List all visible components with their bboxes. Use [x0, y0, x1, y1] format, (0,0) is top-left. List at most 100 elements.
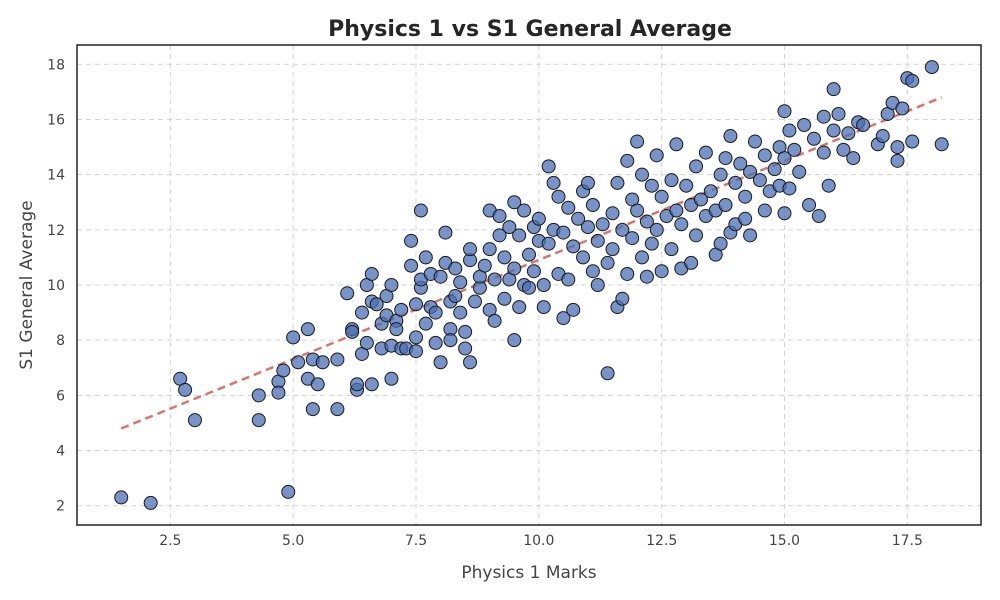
data-point: [605, 242, 620, 257]
data-point: [684, 255, 699, 270]
data-point: [492, 228, 507, 243]
data-point: [654, 264, 669, 279]
data-point: [605, 206, 620, 221]
data-point: [286, 330, 301, 345]
data-point: [674, 217, 689, 232]
data-point: [487, 272, 502, 287]
data-point: [178, 382, 193, 397]
data-point: [821, 178, 836, 193]
data-point: [585, 198, 600, 212]
data-point: [409, 297, 423, 312]
data-point: [143, 495, 158, 510]
x-tick-label: 5.0: [282, 533, 304, 549]
data-point: [418, 250, 433, 265]
data-point: [276, 363, 291, 378]
y-axis-label: S1 General Average: [17, 200, 37, 369]
data-point: [315, 355, 330, 370]
data-point: [895, 101, 910, 116]
x-axis-label: Physics 1 Marks: [461, 563, 596, 583]
data-point: [497, 291, 512, 306]
data-point: [556, 225, 571, 240]
y-tick-label: 16: [47, 112, 65, 128]
data-point: [448, 289, 463, 304]
data-point: [404, 258, 419, 273]
data-point: [669, 203, 684, 218]
data-point: [571, 211, 586, 226]
data-point: [875, 129, 890, 144]
data-point: [782, 123, 797, 138]
data-point: [787, 142, 802, 157]
y-tick-label: 2: [56, 499, 65, 515]
data-point: [826, 82, 841, 97]
data-point: [364, 266, 379, 281]
data-point: [497, 250, 512, 265]
x-tick-label: 17.5: [892, 533, 923, 549]
data-point: [467, 294, 482, 309]
x-tick-label: 12.5: [646, 533, 677, 549]
data-point: [291, 355, 306, 370]
data-point: [698, 145, 713, 160]
data-point: [566, 239, 581, 254]
chart-title: Physics 1 vs S1 General Average: [328, 17, 732, 42]
data-point: [728, 175, 743, 190]
data-point: [566, 302, 581, 317]
data-point: [649, 148, 664, 163]
data-point: [615, 222, 630, 237]
data-point: [792, 164, 807, 179]
data-point: [580, 220, 595, 235]
data-point: [905, 73, 920, 88]
data-point: [458, 341, 473, 356]
data-point: [620, 153, 635, 168]
data-point: [433, 355, 448, 370]
data-point: [187, 413, 202, 428]
data-point: [526, 264, 541, 279]
data-point: [777, 151, 792, 166]
data-point: [531, 211, 546, 226]
x-axis-ticks: 2.5 5.0 7.5 10.0 12.5 15.0 17.5: [159, 533, 923, 549]
data-point: [713, 167, 728, 182]
data-point: [600, 366, 615, 381]
data-point: [354, 305, 369, 320]
data-point: [477, 258, 492, 273]
data-point: [428, 305, 443, 320]
y-tick-label: 10: [47, 278, 65, 294]
data-point: [590, 278, 605, 292]
data-point: [384, 371, 399, 386]
data-point: [649, 222, 664, 237]
data-point: [934, 137, 949, 152]
data-point: [482, 242, 497, 257]
data-point: [841, 126, 856, 141]
data-point: [806, 131, 821, 146]
data-point: [114, 490, 129, 505]
data-point: [718, 198, 733, 212]
data-point: [443, 333, 458, 348]
data-point: [625, 231, 640, 246]
data-point: [300, 322, 315, 337]
data-point: [507, 333, 522, 348]
data-point: [654, 189, 669, 204]
data-point: [561, 272, 576, 287]
data-point: [782, 181, 797, 196]
data-point: [522, 247, 536, 262]
data-point: [492, 209, 507, 224]
data-point: [600, 255, 615, 270]
data-point: [635, 250, 649, 265]
data-point: [413, 203, 428, 218]
data-point: [816, 109, 831, 124]
data-point: [738, 189, 753, 204]
data-point: [556, 311, 571, 326]
data-point: [664, 173, 679, 188]
data-point: [644, 178, 659, 193]
trend-line: [120, 96, 943, 430]
data-point: [610, 175, 625, 190]
data-point: [743, 164, 758, 179]
data-point: [856, 118, 871, 132]
y-tick-label: 4: [56, 444, 65, 460]
data-point: [826, 123, 841, 138]
data-point: [693, 192, 708, 207]
y-tick-label: 14: [47, 168, 65, 184]
data-point: [271, 385, 286, 400]
data-point: [644, 236, 659, 251]
data-point: [777, 206, 792, 221]
